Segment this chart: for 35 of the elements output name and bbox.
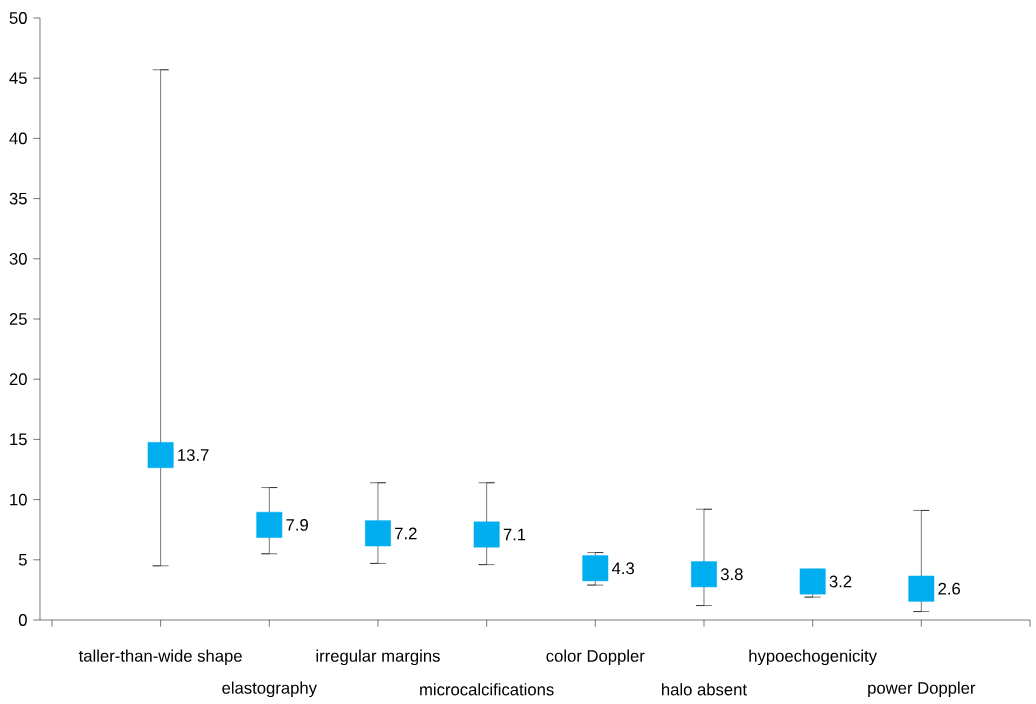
data-label: 3.8 — [720, 568, 743, 581]
y-tick-label: 45 — [9, 72, 27, 85]
data-label: 7.2 — [395, 527, 417, 540]
x-tick-label: elastography — [222, 681, 317, 698]
x-tick-label: halo absent — [662, 683, 747, 696]
point — [691, 561, 717, 588]
point — [799, 568, 826, 595]
y-tick-label: 25 — [9, 313, 27, 325]
data-label: 3.2 — [829, 575, 852, 588]
x-tick-label: taller-than-wide shape — [78, 649, 242, 666]
data-label: 2.6 — [938, 582, 961, 595]
point — [147, 442, 174, 468]
y-tick-label: 5 — [18, 553, 27, 566]
y-tick-label: 15 — [10, 433, 27, 446]
y-tick-label: 0 — [18, 614, 27, 626]
data-label: 7.9 — [286, 519, 308, 531]
y-tick-label: 20 — [9, 373, 27, 386]
point — [473, 521, 500, 548]
y-tick-label: 30 — [9, 252, 27, 265]
point — [256, 511, 283, 538]
point — [908, 575, 935, 602]
y-tick-label: 50 — [9, 12, 27, 24]
x-tick-label: color Doppler — [546, 649, 645, 666]
point — [365, 520, 391, 547]
y-tick-label: 35 — [9, 192, 27, 205]
x-tick-label: irregular margins — [316, 649, 440, 666]
point — [582, 555, 609, 582]
data-label: 4.3 — [611, 562, 635, 575]
data-label: 7.1 — [503, 528, 526, 541]
y-tick-label: 10 — [10, 493, 27, 506]
data-label: 13.7 — [178, 449, 209, 461]
y-tick-label: 40 — [9, 132, 27, 145]
x-tick-label: hypoechogenicity — [749, 649, 877, 666]
x-tick-label: power Doppler — [868, 681, 976, 698]
x-tick-label: microcalcifications — [420, 683, 554, 696]
